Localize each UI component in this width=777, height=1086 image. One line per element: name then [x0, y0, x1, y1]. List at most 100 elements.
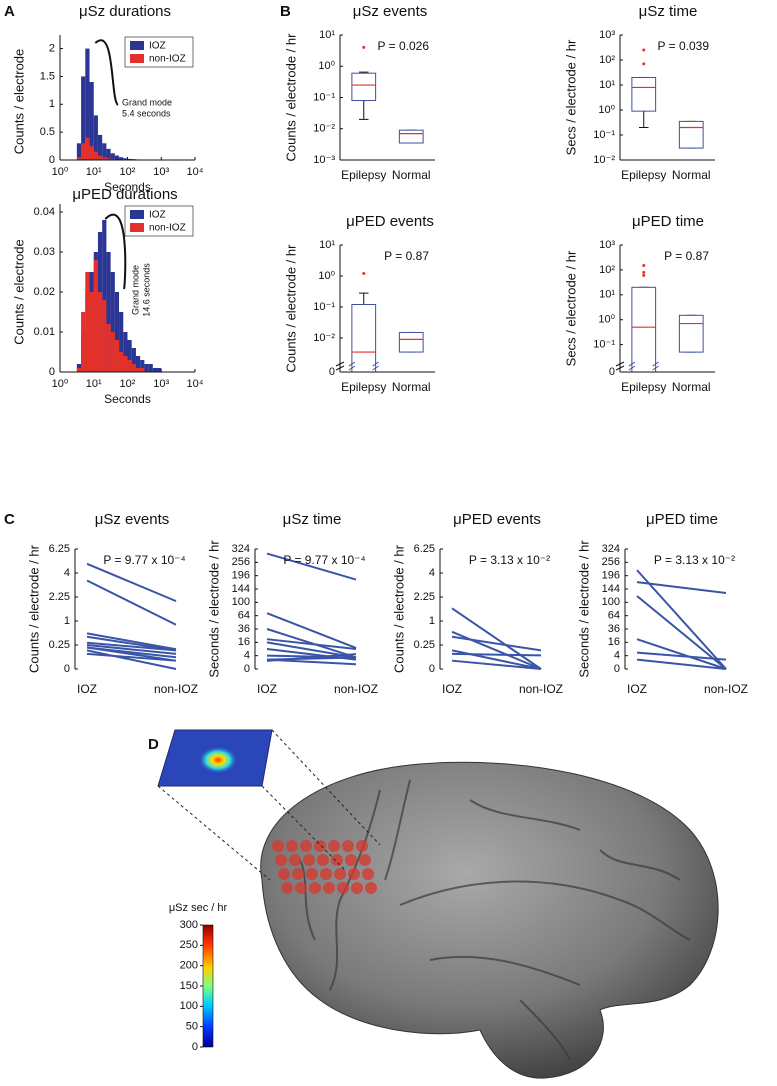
- y-tick-label: 0: [614, 663, 620, 675]
- histogram-bar: [114, 155, 120, 160]
- y-tick-label: 10²: [599, 54, 615, 66]
- y-tick-label: 100: [180, 1000, 198, 1012]
- histogram-bar: [85, 48, 90, 161]
- histogram-bar: [131, 364, 136, 372]
- electrode: [337, 882, 349, 894]
- electrode-grid: [272, 840, 377, 894]
- whisker-high: [359, 292, 369, 305]
- y-tick-label: 10⁻²: [593, 154, 615, 166]
- colorbar: [202, 924, 214, 1048]
- histogram-bar: [89, 146, 94, 160]
- y-tick-label: 2.25: [414, 591, 435, 603]
- histogram-bar: [110, 153, 115, 160]
- subject-line: [636, 595, 727, 670]
- legend-label: IOZ: [149, 41, 166, 52]
- panel-label: C: [4, 511, 15, 528]
- p-value: P = 0.039: [658, 39, 710, 53]
- x-tick-label: 10²: [120, 378, 136, 390]
- subject-line: [266, 638, 357, 650]
- subject-line: [266, 656, 357, 661]
- y-tick-label: 10⁻³: [313, 154, 335, 166]
- x-tick-label: non-IOZ: [154, 682, 198, 696]
- y-tick-label: 36: [608, 623, 620, 635]
- histogram-bar: [93, 260, 98, 372]
- subject-line: [451, 659, 542, 670]
- y-tick-label: 150: [180, 980, 198, 992]
- subject-line: [86, 652, 177, 662]
- chart-title: μSz events: [95, 511, 170, 528]
- legend-label: IOZ: [149, 210, 166, 221]
- connector: [157, 785, 271, 881]
- histogram-bar: [144, 364, 149, 372]
- histogram-bar: [152, 368, 158, 372]
- p-value: P = 0.026: [378, 39, 430, 53]
- histogram-bar: [157, 368, 162, 372]
- y-tick-label: 1: [49, 98, 55, 110]
- y-tick-label: 0: [64, 663, 70, 675]
- y-tick-label: 100: [602, 596, 620, 608]
- histogram-bar: [102, 143, 107, 160]
- electrode: [275, 854, 287, 866]
- y-tick-label: 256: [232, 556, 250, 568]
- electrode: [365, 882, 377, 894]
- p-value: P = 0.87: [384, 249, 429, 263]
- histogram-bar: [127, 158, 132, 160]
- y-tick-label: 196: [602, 570, 620, 582]
- y-tick-label: 10³: [599, 239, 615, 251]
- x-tick-label: 10³: [153, 166, 169, 178]
- electrode: [289, 854, 301, 866]
- histogram-bar: [140, 368, 145, 372]
- box: [398, 331, 424, 353]
- histogram-bar: [97, 134, 103, 160]
- histogram-bar: [127, 360, 132, 372]
- x-tick-label: 10⁴: [187, 166, 204, 178]
- y-tick-label: 100: [232, 596, 250, 608]
- y-axis-label: Seconds / electrode / hr: [576, 540, 591, 678]
- y-tick-label: 0: [192, 1041, 198, 1053]
- p-value: P = 9.77 x 10⁻⁴: [103, 553, 185, 567]
- electrode: [334, 868, 346, 880]
- x-tick-label: non-IOZ: [519, 682, 563, 696]
- y-axis-label: Seconds / electrode / hr: [206, 540, 221, 678]
- subject-line: [451, 607, 542, 670]
- y-tick-label: 0.5: [40, 126, 55, 138]
- subject-line: [636, 658, 727, 670]
- histogram-bar: [76, 143, 82, 160]
- y-tick-label: 1: [64, 615, 70, 627]
- x-axis-label: Seconds: [104, 180, 151, 194]
- histogram-bar: [110, 272, 115, 372]
- p-value: P = 0.87: [664, 249, 709, 263]
- histogram-bar: [127, 340, 132, 372]
- y-tick-label: 4: [614, 650, 620, 662]
- brain: [260, 761, 719, 1079]
- chart-title: μSz events: [353, 3, 428, 20]
- histogram-bar: [76, 368, 82, 372]
- electrode: [314, 840, 326, 852]
- legend-label: non-IOZ: [149, 223, 186, 234]
- y-tick-label: 50: [186, 1021, 198, 1033]
- y-tick-label: 2.25: [49, 591, 70, 603]
- x-tick-label: IOZ: [627, 682, 647, 696]
- x-tick-label: Normal: [672, 380, 711, 394]
- y-axis-label: Counts / electrode / hr: [26, 544, 41, 673]
- x-tick-label: 10⁴: [187, 378, 204, 390]
- electrode: [286, 840, 298, 852]
- y-tick-label: 4: [64, 567, 70, 579]
- brain-illustration: [157, 729, 719, 1079]
- electrode: [359, 854, 371, 866]
- x-axis-label: Seconds: [104, 392, 151, 406]
- y-tick-label: 144: [602, 583, 620, 595]
- x-tick-label: Epilepsy: [621, 168, 666, 182]
- histogram-bar: [114, 292, 120, 372]
- electrode: [272, 840, 284, 852]
- chart-title: μSz time: [639, 3, 698, 20]
- histogram-bar: [119, 157, 124, 160]
- electrode: [278, 868, 290, 880]
- y-tick-label: 200: [180, 960, 198, 972]
- histogram-bar: [110, 158, 115, 160]
- x-tick-label: 10⁰: [52, 166, 69, 178]
- subject-line: [86, 579, 177, 626]
- outlier: [362, 45, 366, 49]
- y-tick-label: 4: [429, 567, 435, 579]
- electrode: [303, 854, 315, 866]
